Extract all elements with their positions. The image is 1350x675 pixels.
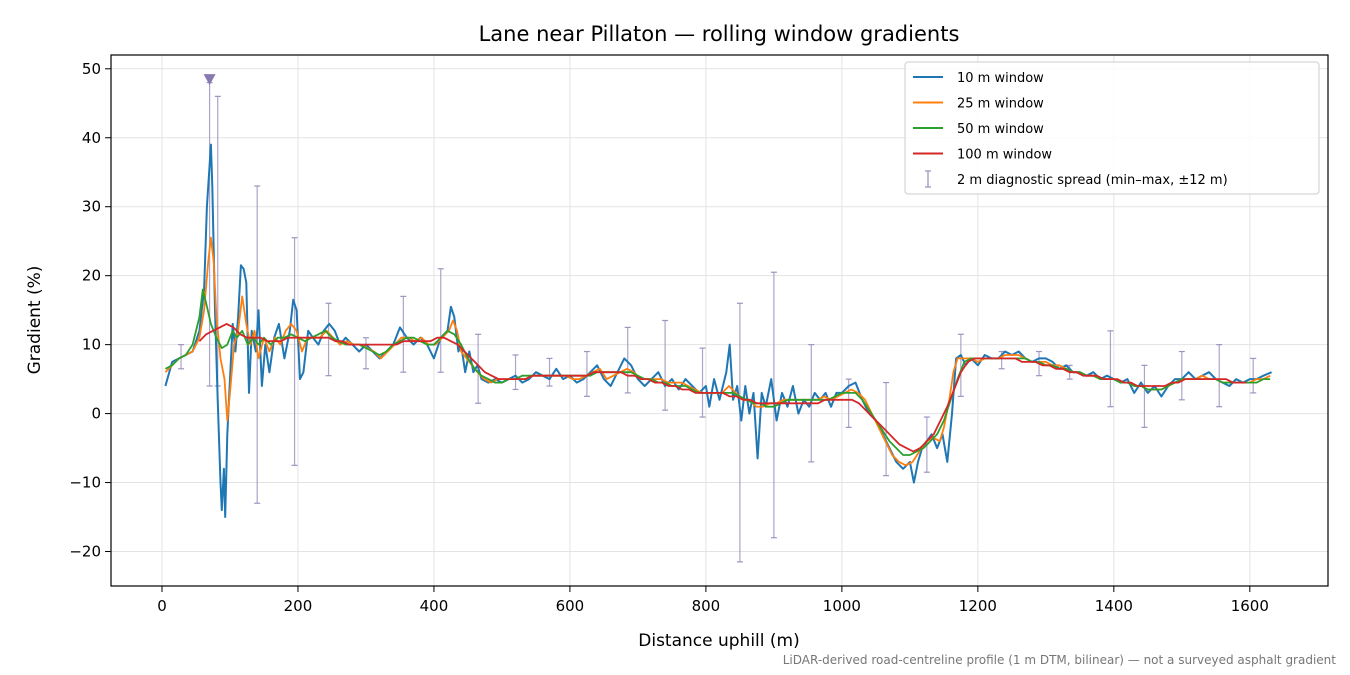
errorbar bbox=[1141, 364, 1148, 428]
errorbar bbox=[699, 347, 706, 418]
y-tick-label: −20 bbox=[69, 543, 101, 561]
legend-item: 100 m window bbox=[913, 148, 1052, 163]
x-tick-label: 1000 bbox=[823, 597, 861, 615]
plot-area bbox=[164, 74, 1272, 563]
errorbar bbox=[291, 237, 298, 466]
x-tick-label: 1400 bbox=[1095, 597, 1133, 615]
x-tick-label: 200 bbox=[284, 597, 313, 615]
legend-label: 10 m window bbox=[957, 71, 1044, 86]
errorbar bbox=[583, 350, 590, 397]
errorbar bbox=[883, 381, 890, 477]
legend-label: 100 m window bbox=[957, 148, 1052, 163]
x-tick-label: 400 bbox=[420, 597, 449, 615]
series-line-1 bbox=[164, 143, 1272, 518]
legend-label: 50 m window bbox=[957, 122, 1044, 137]
y-tick-label: 50 bbox=[82, 60, 101, 78]
legend-item: 50 m window bbox=[913, 122, 1044, 137]
legend-label: 25 m window bbox=[957, 97, 1044, 112]
errorbar bbox=[362, 337, 369, 370]
x-tick-label: 0 bbox=[157, 597, 167, 615]
legend: 10 m window 25 m window 50 m window 100 m w… bbox=[904, 61, 1320, 195]
x-axis-label: Distance uphill (m) bbox=[638, 631, 799, 651]
y-axis-label: Gradient (%) bbox=[25, 266, 45, 375]
series-line-3 bbox=[164, 288, 1271, 456]
errorbar bbox=[1250, 357, 1257, 394]
y-tick-label: 0 bbox=[91, 405, 101, 423]
x-tick-label: 1600 bbox=[1231, 597, 1269, 615]
series-line-4 bbox=[198, 323, 1247, 453]
peak-marker bbox=[203, 74, 216, 86]
y-tick-label: 20 bbox=[82, 267, 101, 285]
errorbar bbox=[662, 319, 669, 411]
errorbar bbox=[736, 302, 743, 563]
plot-frame bbox=[110, 54, 1329, 587]
legend-item: 10 m window bbox=[913, 71, 1044, 86]
legend-box bbox=[904, 61, 1320, 195]
y-axis-ticks: −20 −10 0 10 20 30 40 50 bbox=[69, 60, 111, 561]
errorbar bbox=[957, 333, 964, 397]
legend-label: 2 m diagnostic spread (min–max, ±12 m) bbox=[957, 173, 1228, 188]
x-tick-label: 1200 bbox=[959, 597, 997, 615]
x-tick-label: 600 bbox=[556, 597, 585, 615]
errorbar bbox=[546, 357, 553, 387]
x-axis-ticks: 0 200 400 600 800 1000 1200 1400 1600 bbox=[157, 586, 1269, 615]
errorbar bbox=[1178, 350, 1185, 401]
footnote: LiDAR-derived road-centreline profile (1… bbox=[783, 653, 1337, 667]
errorbar bbox=[624, 326, 631, 394]
errorbar bbox=[206, 81, 213, 387]
series-lines bbox=[164, 143, 1272, 518]
legend-item: 2 m diagnostic spread (min–max, ±12 m) bbox=[925, 170, 1228, 188]
series-line-2 bbox=[164, 236, 1271, 467]
errorbar bbox=[325, 302, 332, 377]
y-tick-label: 30 bbox=[82, 198, 101, 216]
y-tick-label: −10 bbox=[69, 474, 101, 492]
errorbar bbox=[437, 268, 444, 373]
errorbar bbox=[512, 354, 519, 391]
y-tick-label: 40 bbox=[82, 129, 101, 147]
errorbar bbox=[1216, 344, 1223, 408]
peak-marker-icon bbox=[203, 74, 216, 86]
grid bbox=[111, 55, 1328, 586]
x-tick-label: 800 bbox=[692, 597, 721, 615]
legend-item: 25 m window bbox=[913, 97, 1044, 112]
y-tick-label: 10 bbox=[82, 336, 101, 354]
chart-title: Lane near Pillaton — rolling window grad… bbox=[479, 22, 960, 46]
errorbar bbox=[1107, 330, 1114, 408]
